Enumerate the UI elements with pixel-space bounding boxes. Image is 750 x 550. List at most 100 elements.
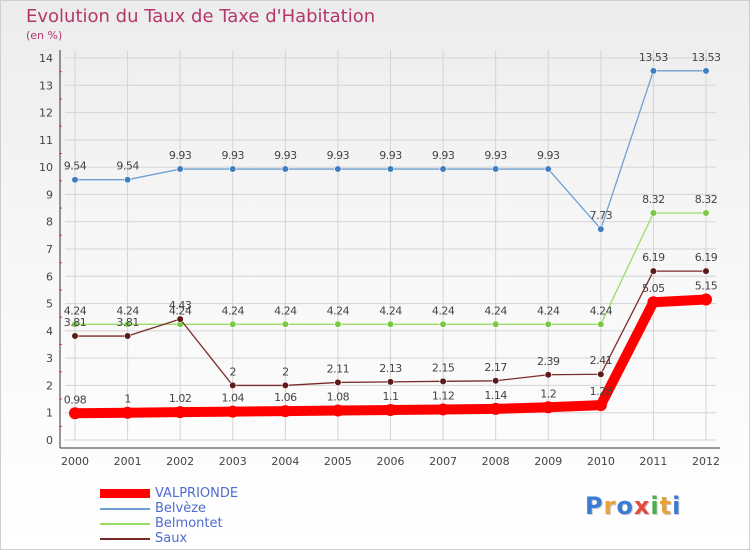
data-label: 4.24: [432, 304, 455, 317]
data-label: 1.2: [540, 387, 556, 400]
data-point: [594, 399, 607, 412]
chart-subtitle: (en %): [26, 29, 63, 42]
data-label: 1.06: [274, 391, 297, 404]
data-point: [123, 332, 132, 340]
data-label: 2.15: [432, 361, 455, 374]
legend-item-belmontet: Belmontet: [100, 516, 238, 531]
data-point: [542, 401, 555, 414]
data-point: [544, 371, 552, 379]
data-label: 0.98: [64, 393, 87, 406]
data-point: [71, 320, 79, 328]
y-tick-label: 12: [39, 107, 53, 120]
legend-swatch-valprionde: [100, 489, 150, 498]
x-tick-label: 2003: [219, 455, 247, 468]
data-label: 9.93: [537, 149, 560, 162]
x-tick-label: 2011: [639, 455, 667, 468]
data-point: [71, 176, 79, 184]
data-label: 9.93: [222, 149, 245, 162]
legend-label-valprionde: VALPRIONDE: [155, 486, 239, 501]
data-label: 6.19: [695, 251, 718, 264]
data-point: [649, 209, 658, 217]
y-tick-label: 8: [46, 216, 53, 229]
data-point: [492, 377, 500, 385]
data-point: [544, 320, 552, 328]
data-label: 1.04: [222, 392, 245, 405]
y-tick-label: 5: [46, 298, 53, 311]
data-label: 3.81: [64, 316, 87, 329]
chart-legend: VALPRIONDE Belvèze Belmontet Saux: [100, 486, 238, 546]
data-point: [597, 320, 605, 328]
logo-letter: r: [603, 492, 617, 520]
data-label: 4.24: [222, 304, 245, 317]
data-label: 2.17: [484, 361, 507, 374]
data-label: 1.02: [169, 392, 192, 405]
data-label: 2.41: [590, 354, 613, 367]
x-tick-label: 2005: [324, 455, 352, 468]
legend-label-saux: Saux: [155, 531, 188, 546]
data-label: 1: [124, 393, 131, 406]
data-label: 2.11: [327, 362, 350, 375]
data-point: [229, 165, 237, 173]
data-point: [174, 406, 187, 419]
logo-letter: i: [672, 492, 682, 520]
y-tick-label: 6: [46, 270, 53, 283]
y-tick-label: 1: [46, 407, 53, 420]
x-tick-label: 2004: [271, 455, 299, 468]
data-point: [279, 405, 292, 418]
data-label: 4.24: [274, 304, 297, 317]
data-point: [334, 378, 342, 387]
proxiti-logo: Proxiti: [585, 492, 681, 520]
data-label: 2.39: [537, 355, 560, 368]
data-point: [439, 377, 447, 385]
data-point: [597, 370, 605, 378]
data-label: 4.24: [116, 304, 139, 317]
y-tick-label: 11: [39, 134, 53, 147]
data-label: 1.1: [383, 390, 399, 403]
data-point: [492, 165, 500, 173]
data-point: [123, 320, 132, 328]
data-label: 13.53: [692, 51, 721, 64]
x-tick-label: 2010: [587, 455, 615, 468]
data-label: 3.81: [116, 316, 139, 329]
legend-label-belveze: Belvèze: [155, 501, 207, 516]
data-point: [71, 332, 79, 340]
data-point: [702, 67, 710, 75]
data-point: [597, 225, 605, 233]
y-tick-label: 0: [46, 434, 53, 447]
data-point: [544, 165, 552, 173]
data-point: [647, 296, 660, 309]
x-tick-label: 2009: [534, 455, 562, 468]
data-label: 1.08: [327, 391, 350, 404]
x-tick-label: 2002: [166, 455, 194, 468]
legend-item-valprionde: VALPRIONDE: [100, 486, 238, 501]
data-point: [229, 320, 237, 328]
data-label: 4.24: [64, 304, 87, 317]
data-point: [121, 406, 134, 419]
data-point: [281, 165, 289, 173]
data-point: [492, 320, 500, 328]
x-tick-label: 2012: [692, 455, 720, 468]
data-label: 8.32: [642, 193, 665, 206]
data-point: [437, 403, 450, 416]
data-point: [489, 402, 502, 415]
data-label: 7.73: [590, 209, 613, 222]
data-label: 1.14: [484, 389, 507, 402]
x-tick-label: 2008: [482, 455, 510, 468]
legend-item-saux: Saux: [100, 531, 238, 546]
data-label: 1.28: [590, 385, 613, 398]
data-point: [226, 405, 239, 418]
data-point: [123, 176, 132, 184]
data-label: 4.24: [379, 304, 402, 317]
data-point: [331, 404, 344, 417]
data-point: [439, 165, 447, 173]
data-label: 4.43: [169, 299, 192, 312]
data-point: [386, 165, 395, 173]
data-label: 9.54: [64, 160, 87, 173]
data-label: 9.93: [169, 149, 192, 162]
data-label: 8.32: [695, 193, 718, 206]
data-label: 2.13: [379, 362, 402, 375]
y-tick-label: 7: [46, 243, 53, 256]
logo-letter: x: [633, 492, 651, 520]
